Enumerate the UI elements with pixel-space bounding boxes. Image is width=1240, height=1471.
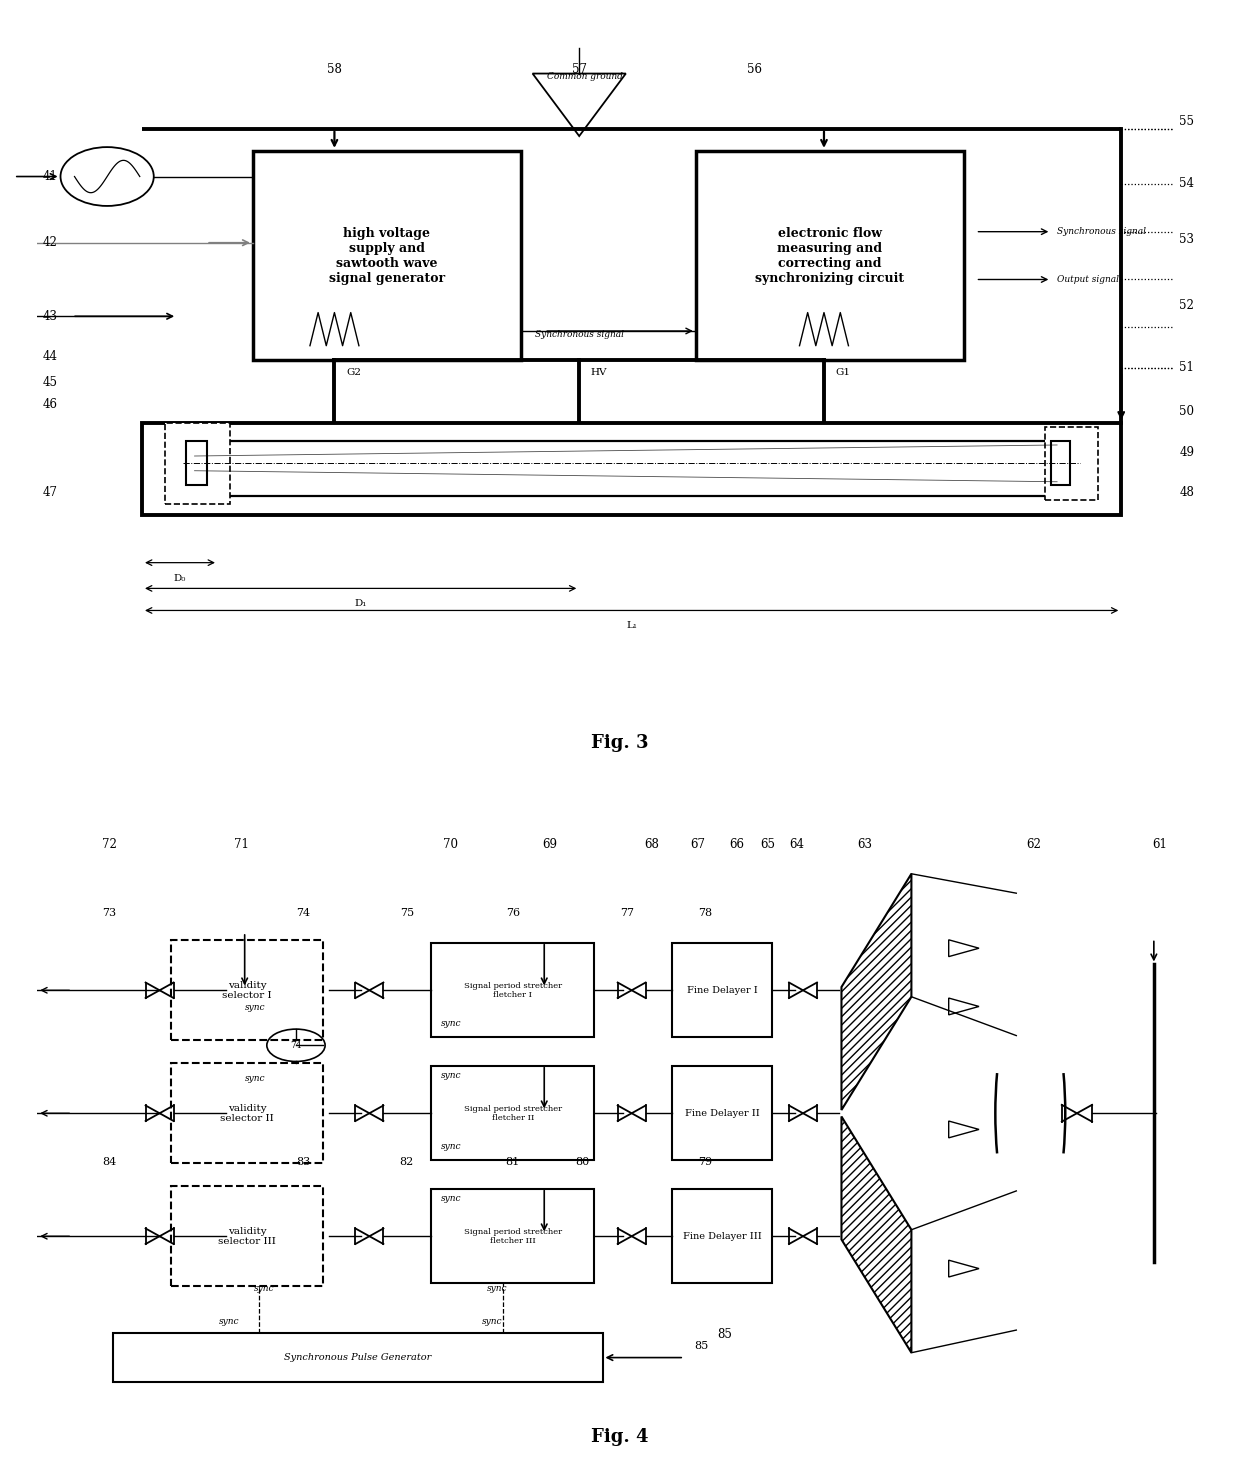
Text: Fine Delayer III: Fine Delayer III [682,1231,761,1240]
Text: G2: G2 [346,368,361,377]
Text: 66: 66 [729,838,744,852]
Text: validity
selector III: validity selector III [218,1227,277,1246]
Text: Fine Delayer I: Fine Delayer I [687,986,758,994]
Text: 51: 51 [1179,362,1194,374]
Text: validity
selector I: validity selector I [222,981,272,1000]
Bar [253,152,521,360]
Text: 79: 79 [698,1156,712,1167]
Text: 55: 55 [1179,115,1194,128]
Text: 47: 47 [43,487,58,499]
Text: 82: 82 [399,1156,414,1167]
Bar [432,1189,594,1283]
Bar [143,424,1121,515]
Text: sync: sync [219,1317,239,1325]
Text: sync: sync [440,1193,461,1203]
Text: high voltage
supply and
sawtooth wave
signal generator: high voltage supply and sawtooth wave si… [329,227,445,284]
Text: Output signal: Output signal [1056,275,1118,284]
Text: 57: 57 [572,63,587,75]
Text: G1: G1 [836,368,851,377]
Text: 63: 63 [857,838,872,852]
Bar [696,152,963,360]
Text: D₀: D₀ [174,574,186,583]
Text: 64: 64 [790,838,805,852]
Text: 78: 78 [698,908,712,918]
Bar [171,441,1092,497]
Text: sync: sync [440,1019,461,1028]
Text: 49: 49 [1179,446,1194,459]
Text: sync: sync [440,1141,461,1150]
Text: Synchronous signal: Synchronous signal [1056,227,1146,237]
Text: sync: sync [487,1284,508,1293]
Bar [672,1066,771,1161]
Text: sync: sync [254,1284,275,1293]
Text: Fig. 3: Fig. 3 [591,734,649,752]
Text: 42: 42 [43,237,58,249]
Text: 54: 54 [1179,178,1194,190]
Text: 41: 41 [43,171,58,182]
Text: 48: 48 [1179,487,1194,499]
Bar [165,424,229,505]
Text: validity
selector II: validity selector II [221,1103,274,1122]
Text: electronic flow
measuring and
correcting and
synchronizing circuit: electronic flow measuring and correcting… [755,227,904,284]
Text: HV: HV [591,368,608,377]
Text: sync: sync [440,1071,461,1080]
Text: 45: 45 [43,377,58,388]
Bar [432,943,594,1037]
Bar [171,1186,322,1286]
Text: Synchronous signal: Synchronous signal [534,330,624,340]
Bar [171,940,322,1040]
Text: 85: 85 [718,1328,733,1342]
Text: 67: 67 [691,838,706,852]
Text: 83: 83 [296,1156,310,1167]
Text: 84: 84 [103,1156,117,1167]
Bar [672,1189,771,1283]
Text: Synchronous Pulse Generator: Synchronous Pulse Generator [284,1353,432,1362]
Text: 62: 62 [1027,838,1042,852]
Text: sync: sync [246,1003,265,1012]
Text: 70: 70 [444,838,459,852]
Text: D₁: D₁ [355,600,367,609]
Text: 80: 80 [575,1156,590,1167]
Text: 76: 76 [506,908,520,918]
Text: Signal period stretcher
fletcher III: Signal period stretcher fletcher III [464,1228,562,1244]
Bar [1045,427,1097,500]
Text: Common ground: Common ground [547,72,622,81]
Text: sync: sync [246,1074,265,1083]
Text: 46: 46 [43,399,58,410]
Text: 81: 81 [506,1156,520,1167]
Text: 72: 72 [102,838,117,852]
Text: 71: 71 [234,838,248,852]
Text: 75: 75 [399,908,414,918]
Text: 74: 74 [296,908,310,918]
Text: Fig. 4: Fig. 4 [591,1428,649,1446]
Text: L₁: L₁ [626,621,637,631]
Bar [186,441,207,485]
Text: 50: 50 [1179,406,1194,418]
Text: 77: 77 [620,908,634,918]
Bar [113,1333,603,1381]
Text: 85: 85 [694,1342,709,1352]
Text: Fine Delayer II: Fine Delayer II [684,1109,759,1118]
Text: 43: 43 [43,310,58,322]
Text: 58: 58 [327,63,342,75]
Text: Signal period stretcher
fletcher I: Signal period stretcher fletcher I [464,981,562,999]
Text: sync: sync [481,1317,502,1325]
Text: 65: 65 [760,838,775,852]
Text: 68: 68 [644,838,658,852]
Text: 56: 56 [746,63,761,75]
Text: 52: 52 [1179,299,1194,312]
Text: 74: 74 [290,1041,301,1050]
Bar [1052,441,1070,485]
Text: 73: 73 [103,908,117,918]
Text: Signal period stretcher
fletcher II: Signal period stretcher fletcher II [464,1105,562,1122]
Text: 61: 61 [1152,838,1167,852]
Bar [432,1066,594,1161]
Bar [672,943,771,1037]
Bar [171,1064,322,1164]
Text: 44: 44 [43,350,58,363]
Text: 53: 53 [1179,232,1194,246]
Text: 69: 69 [543,838,558,852]
